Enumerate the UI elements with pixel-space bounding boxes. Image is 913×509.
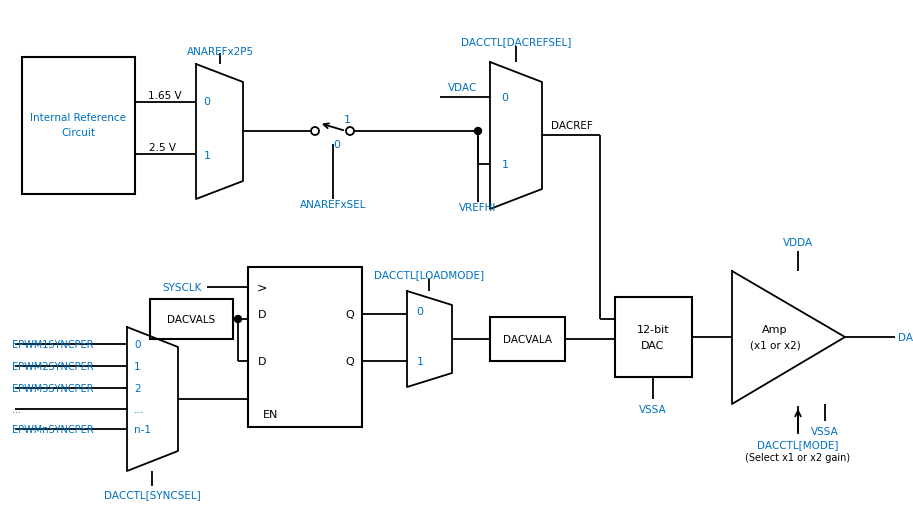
Circle shape	[475, 128, 481, 135]
Text: ANAREFx2P5: ANAREFx2P5	[186, 47, 254, 57]
Text: 1: 1	[343, 115, 351, 125]
Text: ...: ...	[134, 404, 144, 414]
Text: (x1 or x2): (x1 or x2)	[750, 340, 801, 349]
Text: DACOUT: DACOUT	[898, 332, 913, 343]
Text: ANAREFxSEL: ANAREFxSEL	[299, 200, 366, 210]
Text: Internal Reference: Internal Reference	[30, 113, 126, 123]
Text: 1.65 V: 1.65 V	[148, 91, 182, 101]
Text: DACCTL[SYNCSEL]: DACCTL[SYNCSEL]	[103, 489, 200, 499]
Text: VSSA: VSSA	[811, 426, 839, 436]
Circle shape	[346, 128, 354, 136]
Circle shape	[235, 316, 242, 323]
Text: EPWM3SYNCPER: EPWM3SYNCPER	[12, 383, 93, 393]
Text: D: D	[258, 309, 267, 319]
Text: 2.5 V: 2.5 V	[149, 143, 175, 153]
Bar	[490, 318, 565, 361]
Text: EPWM1SYNCPER: EPWM1SYNCPER	[12, 340, 93, 349]
Text: VSSA: VSSA	[639, 404, 666, 414]
Text: 12-bit: 12-bit	[636, 324, 669, 334]
Text: 2: 2	[134, 383, 141, 393]
Text: 1: 1	[501, 160, 509, 169]
Text: SYSCLK: SYSCLK	[163, 282, 202, 293]
Text: 0: 0	[134, 340, 141, 349]
Text: DACCTL[MODE]: DACCTL[MODE]	[757, 439, 839, 449]
Text: DACVALA: DACVALA	[502, 334, 551, 344]
Text: ...: ...	[12, 404, 21, 414]
Text: >: >	[257, 281, 268, 294]
Text: VDAC: VDAC	[448, 83, 477, 93]
Text: (Select x1 or x2 gain): (Select x1 or x2 gain)	[745, 452, 851, 462]
Text: VREFHI: VREFHI	[459, 203, 497, 213]
Text: 1: 1	[416, 356, 424, 366]
Text: Circuit: Circuit	[61, 128, 95, 138]
Text: EPWMnSYNCPER: EPWMnSYNCPER	[12, 424, 94, 434]
Text: DAC: DAC	[641, 341, 665, 350]
Text: 0: 0	[501, 93, 509, 103]
Text: 1: 1	[134, 361, 141, 371]
Text: VDDA: VDDA	[783, 238, 813, 247]
Text: D: D	[258, 356, 267, 366]
Bar	[150, 299, 233, 340]
Text: 1: 1	[204, 151, 211, 161]
Text: Q: Q	[345, 356, 354, 366]
Text: Q: Q	[345, 309, 354, 319]
Text: n-1: n-1	[134, 424, 151, 434]
Text: DACCTL[DACREFSEL]: DACCTL[DACREFSEL]	[461, 37, 572, 47]
Text: 0: 0	[416, 306, 424, 317]
Bar	[615, 297, 692, 377]
Text: Amp: Amp	[762, 324, 788, 334]
Text: DACVALS: DACVALS	[167, 315, 215, 324]
Text: EPWM2SYNCPER: EPWM2SYNCPER	[12, 361, 94, 371]
Text: DACREF: DACREF	[551, 121, 593, 131]
Text: DACCTL[LOADMODE]: DACCTL[LOADMODE]	[374, 269, 484, 279]
Circle shape	[311, 128, 319, 136]
Bar	[22, 58, 135, 194]
Text: EN: EN	[263, 409, 278, 419]
Bar	[248, 267, 362, 427]
Text: 0: 0	[333, 140, 341, 150]
Text: 0: 0	[204, 97, 211, 107]
